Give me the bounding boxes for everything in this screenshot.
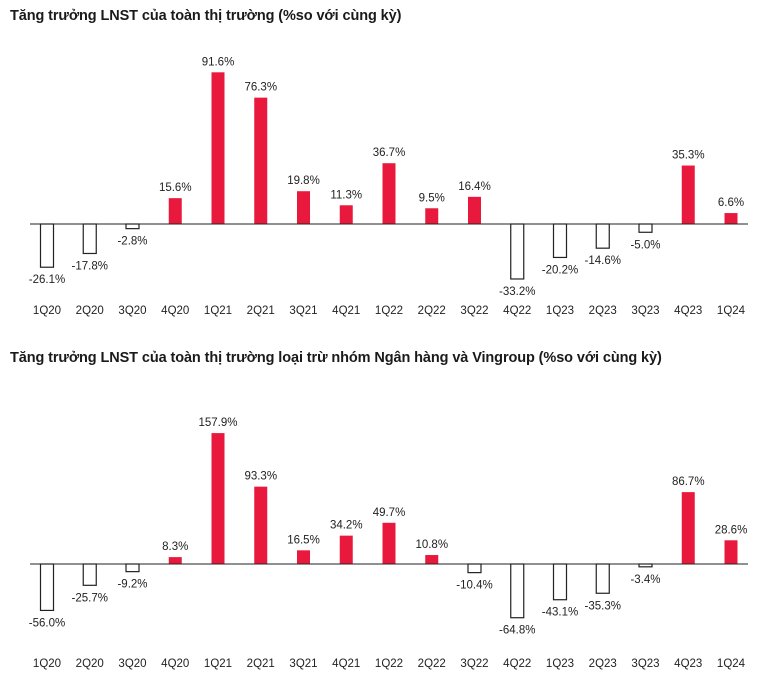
x-tick-4Q23: 4Q23 xyxy=(674,305,702,317)
x-tick-2Q22: 2Q22 xyxy=(418,305,446,317)
x-tick-4Q21: 4Q21 xyxy=(332,305,360,317)
bar-3Q22 xyxy=(467,563,482,574)
data-label-1Q24: 28.6% xyxy=(715,524,748,536)
bar-2Q22 xyxy=(425,208,439,224)
x-tick-4Q21: 4Q21 xyxy=(332,658,360,670)
x-tick-2Q20: 2Q20 xyxy=(76,658,104,670)
x-tick-2Q23: 2Q23 xyxy=(589,658,617,670)
bar-1Q22 xyxy=(382,522,396,564)
x-tick-3Q23: 3Q23 xyxy=(631,658,659,670)
x-tick-3Q22: 3Q22 xyxy=(460,658,488,670)
x-tick-4Q22: 4Q22 xyxy=(503,658,531,670)
data-label-2Q23: -35.3% xyxy=(585,600,621,612)
x-tick-3Q23: 3Q23 xyxy=(631,305,659,317)
bar-4Q20 xyxy=(168,198,182,224)
x-tick-3Q21: 3Q21 xyxy=(289,658,317,670)
bar-1Q23 xyxy=(552,563,568,601)
x-tick-1Q24: 1Q24 xyxy=(717,658,746,670)
bar-4Q21 xyxy=(339,535,353,564)
bar-2Q21 xyxy=(254,486,268,564)
bar-4Q23 xyxy=(681,165,695,224)
data-label-3Q20: -2.8% xyxy=(117,236,147,248)
x-tick-4Q20: 4Q20 xyxy=(161,658,189,670)
data-label-1Q23: -43.1% xyxy=(542,607,578,619)
chart-2-title: Tăng trưởng LNST của toàn thị trường loạ… xyxy=(10,350,662,366)
data-label-1Q20: -26.1% xyxy=(29,274,65,286)
x-tick-1Q20: 1Q20 xyxy=(33,305,61,317)
bar-2Q22 xyxy=(425,555,439,564)
data-label-1Q22: 36.7% xyxy=(373,147,406,159)
data-label-3Q21: 16.5% xyxy=(287,534,320,546)
data-label-4Q23: 35.3% xyxy=(672,150,705,162)
data-label-2Q23: -14.6% xyxy=(585,255,621,267)
data-label-2Q22: 9.5% xyxy=(419,192,445,204)
bar-1Q21 xyxy=(211,433,225,564)
bar-1Q20 xyxy=(39,563,55,612)
bar-1Q21 xyxy=(211,72,225,225)
bar-1Q24 xyxy=(724,540,738,564)
bar-4Q23 xyxy=(681,492,695,564)
x-tick-1Q23: 1Q23 xyxy=(546,658,574,670)
chart-1-title: Tăng trưởng LNST của toàn thị trường (%s… xyxy=(10,8,402,24)
x-tick-1Q21: 1Q21 xyxy=(204,658,232,670)
x-tick-1Q21: 1Q21 xyxy=(204,305,232,317)
x-tick-2Q21: 2Q21 xyxy=(247,305,275,317)
x-tick-2Q23: 2Q23 xyxy=(589,305,617,317)
bar-2Q21 xyxy=(254,97,268,224)
data-label-3Q22: 16.4% xyxy=(458,181,491,193)
x-tick-3Q22: 3Q22 xyxy=(460,305,488,317)
data-label-3Q23: -3.4% xyxy=(630,574,660,586)
data-label-2Q21: 76.3% xyxy=(244,82,277,94)
data-label-1Q22: 49.7% xyxy=(373,507,406,519)
data-label-3Q21: 19.8% xyxy=(287,175,320,187)
x-tick-4Q23: 4Q23 xyxy=(674,658,702,670)
data-label-2Q20: -25.7% xyxy=(72,592,108,604)
data-label-3Q22: -10.4% xyxy=(456,580,492,592)
x-tick-1Q22: 1Q22 xyxy=(375,658,403,670)
x-tick-1Q20: 1Q20 xyxy=(33,658,61,670)
data-label-2Q21: 93.3% xyxy=(244,471,277,483)
bar-4Q21 xyxy=(339,205,353,224)
bar-3Q21 xyxy=(297,191,310,224)
data-label-3Q20: -9.2% xyxy=(117,579,147,591)
data-label-4Q22: -64.8% xyxy=(499,625,535,637)
bar-4Q22 xyxy=(510,563,525,619)
bar-2Q23 xyxy=(595,563,610,594)
bar-4Q20 xyxy=(168,557,182,564)
x-tick-1Q24: 1Q24 xyxy=(717,305,746,317)
chart-1-plot: -26.1% 1Q20 -17.8% 2Q20 -2.8% 3Q20 15.6% 4Q20 91… xyxy=(29,56,748,317)
x-tick-3Q20: 3Q20 xyxy=(118,305,146,317)
data-label-1Q24: 6.6% xyxy=(718,197,744,209)
x-tick-3Q21: 3Q21 xyxy=(289,305,317,317)
data-label-4Q21: 11.3% xyxy=(330,189,362,201)
data-label-4Q22: -33.2% xyxy=(499,286,535,298)
data-label-2Q22: 10.8% xyxy=(415,539,448,551)
x-tick-2Q22: 2Q22 xyxy=(418,658,446,670)
x-tick-3Q20: 3Q20 xyxy=(118,658,146,670)
data-label-1Q21: 157.9% xyxy=(198,417,237,429)
data-label-1Q23: -20.2% xyxy=(542,264,578,276)
data-label-4Q21: 34.2% xyxy=(330,520,363,532)
data-label-3Q23: -5.0% xyxy=(630,239,660,251)
bar-1Q24 xyxy=(724,213,738,224)
bar-2Q20 xyxy=(82,563,97,586)
x-tick-4Q22: 4Q22 xyxy=(503,305,531,317)
data-label-4Q23: 86.7% xyxy=(672,476,705,488)
x-tick-2Q21: 2Q21 xyxy=(247,658,275,670)
x-tick-1Q23: 1Q23 xyxy=(546,305,574,317)
bar-3Q21 xyxy=(297,550,310,564)
bar-1Q22 xyxy=(382,163,396,224)
x-tick-1Q22: 1Q22 xyxy=(375,305,403,317)
x-tick-2Q20: 2Q20 xyxy=(76,305,104,317)
data-label-4Q20: 15.6% xyxy=(159,182,192,194)
bar-3Q20 xyxy=(125,563,140,573)
data-label-1Q21: 91.6% xyxy=(202,56,235,68)
data-label-1Q20: -56.0% xyxy=(29,617,65,629)
data-label-2Q20: -17.8% xyxy=(72,260,108,272)
bar-3Q22 xyxy=(468,196,481,224)
data-label-4Q20: 8.3% xyxy=(162,541,188,553)
x-tick-4Q20: 4Q20 xyxy=(161,305,189,317)
